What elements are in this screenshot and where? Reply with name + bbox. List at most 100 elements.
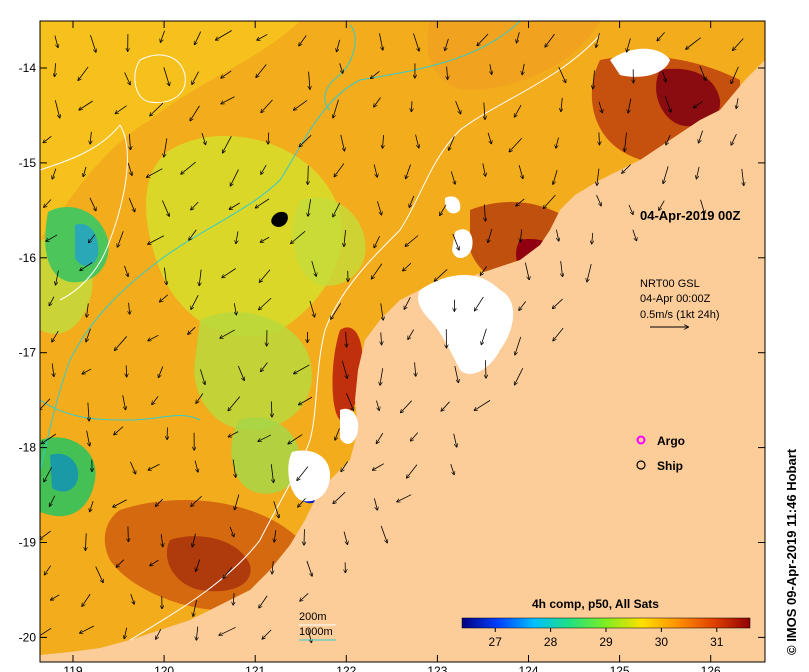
current-arrow: [415, 134, 419, 148]
current-arrow: [596, 33, 600, 47]
current-arrow: [599, 132, 600, 144]
current-arrow: [193, 599, 197, 616]
current-arrow: [480, 266, 488, 275]
current-arrow: [255, 198, 270, 208]
colorbar-tick-label: 27: [489, 635, 503, 649]
current-arrow: [415, 362, 416, 376]
ship-marker-icon: [636, 460, 646, 470]
current-arrow: [624, 132, 627, 152]
current-arrow: [83, 166, 87, 177]
current-arrow: [191, 294, 199, 309]
current-arrow: [115, 336, 127, 350]
current-arrow: [308, 165, 309, 185]
current-arrow: [44, 199, 52, 208]
current-arrow: [335, 428, 340, 440]
current-arrow: [341, 461, 349, 471]
current-arrow: [553, 298, 563, 308]
current-arrow: [294, 100, 308, 110]
current-arrow: [196, 559, 201, 571]
x-tick-label: 119: [63, 664, 82, 672]
current-arrow: [380, 368, 384, 385]
x-tick-label: 124: [518, 664, 538, 672]
current-arrow: [51, 594, 60, 600]
isobath-200m-label: 200m: [299, 611, 327, 623]
current-arrow: [487, 132, 491, 144]
current-arrow: [80, 625, 95, 633]
current-arrow: [155, 498, 164, 506]
current-arrow: [659, 200, 665, 211]
current-arrow: [343, 531, 347, 545]
current-arrow: [484, 102, 485, 120]
current-arrow: [291, 230, 306, 243]
current-arrow: [742, 168, 744, 185]
current-arrow: [376, 400, 379, 411]
current-arrow: [268, 132, 269, 144]
current-arrow: [148, 463, 160, 470]
current-arrow: [95, 566, 103, 583]
current-arrow: [235, 494, 240, 509]
current-arrow: [78, 66, 89, 80]
current-arrow: [405, 235, 419, 247]
current-arrow: [516, 32, 520, 42]
current-arrow: [447, 66, 448, 80]
current-arrow: [54, 35, 58, 48]
current-arrow: [259, 297, 272, 309]
current-arrow: [55, 63, 56, 76]
current-arrow: [441, 401, 450, 411]
current-arrow: [221, 96, 235, 104]
current-arrow: [632, 229, 637, 241]
current-arrow: [731, 66, 739, 84]
current-arrow: [561, 260, 563, 276]
current-arrow: [150, 102, 164, 116]
current-arrow: [160, 294, 168, 302]
current-arrow: [699, 65, 706, 80]
current-arrow: [192, 71, 199, 85]
current-arrow: [259, 269, 271, 282]
current-arrow: [228, 431, 239, 437]
current-arrow: [261, 164, 267, 174]
y-tick-label: -17: [19, 346, 37, 360]
current-arrow: [333, 491, 346, 503]
current-arrow: [163, 67, 170, 85]
y-axis-ticks: -14 -15 -16 -17 -18 -19 -20: [19, 61, 765, 644]
current-arrow: [258, 434, 272, 441]
current-arrow: [300, 593, 309, 601]
current-arrow: [515, 368, 524, 384]
current-arrow: [408, 329, 415, 340]
current-arrow: [158, 366, 164, 378]
current-arrow: [222, 268, 236, 278]
cloud-mask: [288, 48, 670, 502]
current-arrow: [515, 336, 522, 355]
current-arrow: [228, 396, 241, 411]
current-arrow: [545, 33, 555, 47]
current-arrow: [90, 131, 91, 144]
current-arrow: [89, 197, 96, 211]
current-arrow: [85, 533, 86, 550]
current-arrow: [524, 262, 529, 280]
current-arrow: [344, 230, 346, 246]
current-arrow: [262, 629, 272, 639]
current-arrow: [219, 626, 236, 635]
current-arrow: [373, 463, 385, 470]
current-arrow: [374, 97, 381, 107]
current-arrow: [666, 134, 671, 145]
current-arrow: [234, 303, 236, 315]
current-arrow: [334, 163, 345, 176]
current-arrow: [256, 64, 267, 78]
current-arrow: [90, 34, 96, 52]
current-arrow: [628, 98, 632, 113]
current-arrow: [736, 98, 738, 108]
current-arrow: [664, 96, 671, 112]
colorbar-tick-label: 28: [544, 635, 558, 649]
current-arrow: [380, 303, 383, 320]
current-arrow: [86, 328, 91, 342]
current-arrow: [223, 136, 232, 153]
current-arrow: [733, 38, 744, 51]
current-arrow: [485, 360, 486, 378]
current-arrow: [484, 204, 485, 220]
current-arrow: [129, 133, 130, 150]
current-arrow: [229, 526, 234, 537]
colorbar-tick-label: 30: [655, 635, 669, 649]
current-arrow: [598, 101, 602, 113]
current-arrow: [196, 626, 197, 640]
